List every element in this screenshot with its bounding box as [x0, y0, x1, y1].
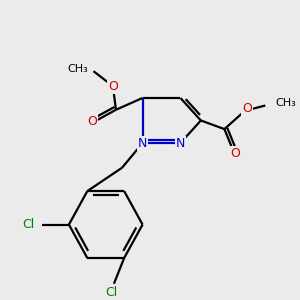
Text: Cl: Cl — [22, 218, 34, 231]
Text: Cl: Cl — [106, 286, 118, 299]
Text: O: O — [242, 102, 252, 115]
Text: N: N — [176, 136, 185, 149]
Text: O: O — [88, 115, 98, 128]
Text: CH₃: CH₃ — [68, 64, 88, 74]
Text: N: N — [138, 136, 147, 149]
Text: O: O — [108, 80, 118, 93]
Text: CH₃: CH₃ — [275, 98, 296, 108]
Text: O: O — [231, 147, 241, 160]
